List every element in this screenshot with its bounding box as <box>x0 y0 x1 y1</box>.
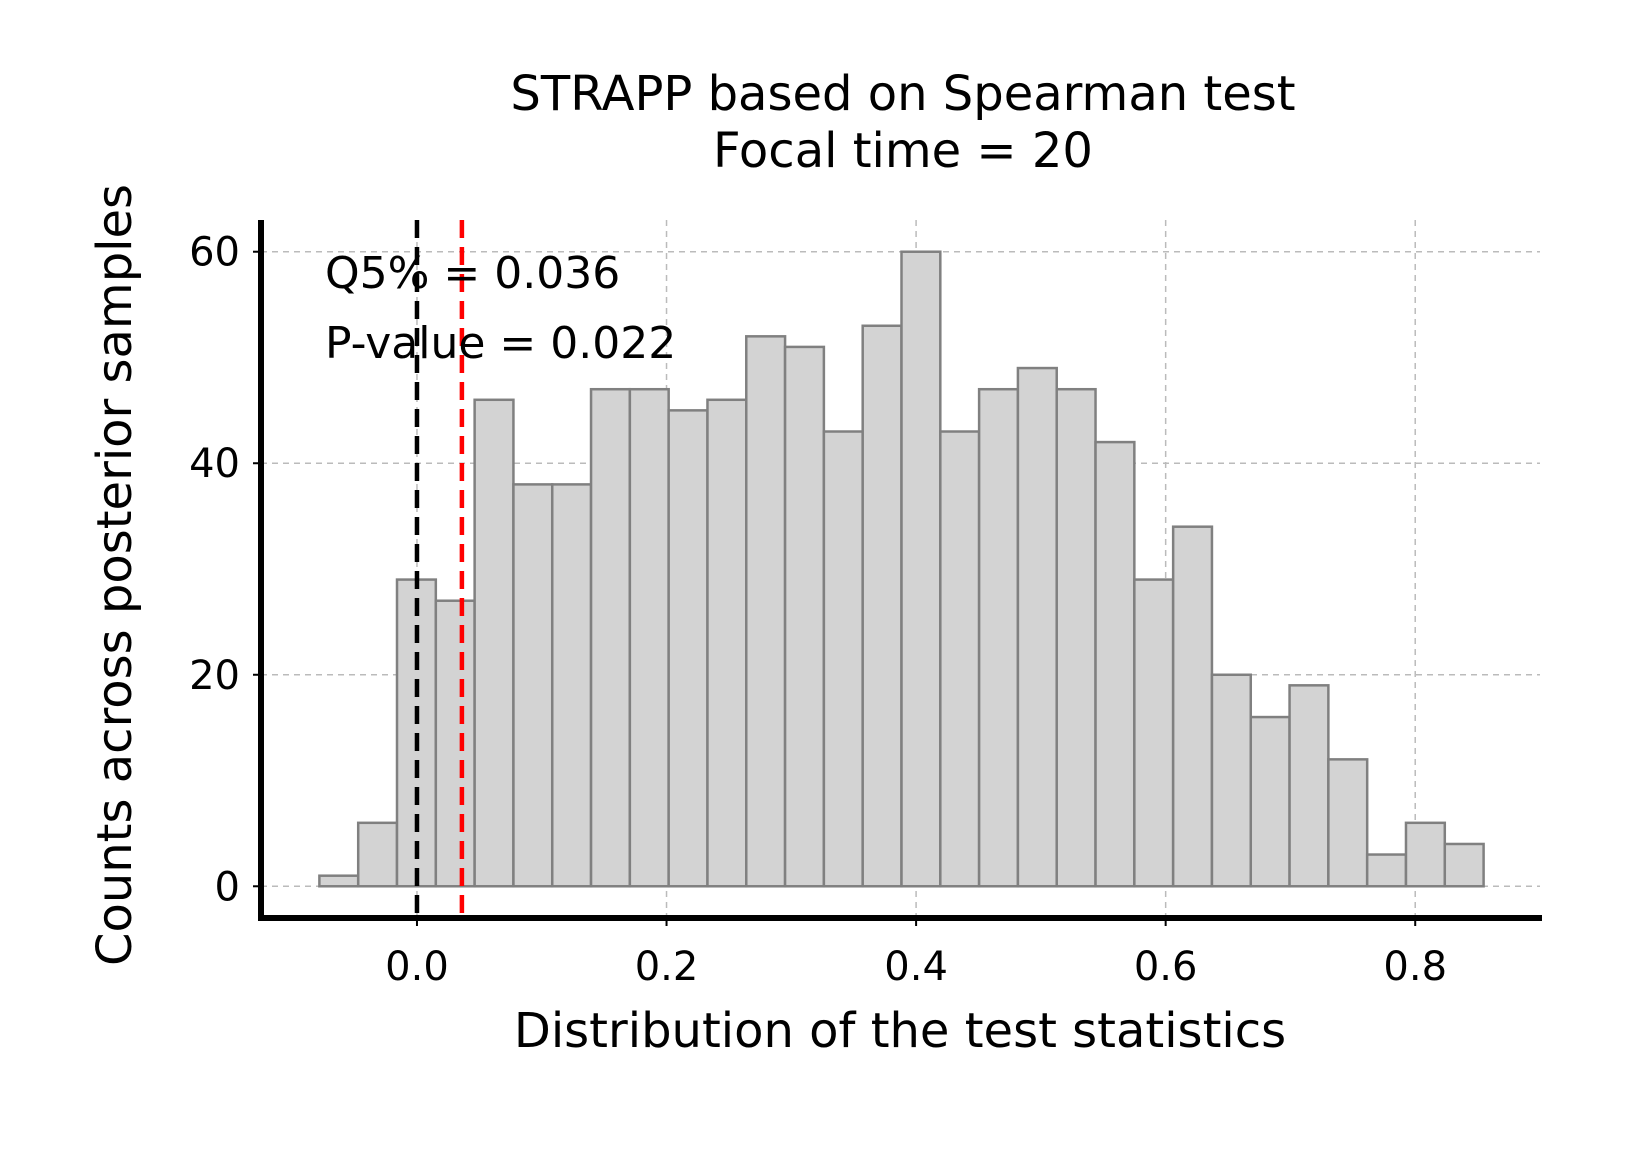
histogram-bar <box>434 599 476 888</box>
histogram-bar <box>318 874 360 888</box>
histogram-bar <box>706 398 748 888</box>
pvalue-annotation: P-value = 0.022 <box>325 318 676 369</box>
x-axis-label: Distribution of the test statistics <box>514 1003 1286 1059</box>
histogram-bar <box>667 409 709 888</box>
histogram-bars <box>318 250 1485 888</box>
y-tick-label: 20 <box>189 653 240 699</box>
histogram-bar <box>1443 842 1485 888</box>
histogram-bar <box>1404 821 1447 888</box>
histogram-bar <box>745 335 787 888</box>
x-tick-label: 0.4 <box>884 944 948 990</box>
x-tick-label: 0.0 <box>385 944 449 990</box>
histogram-bar <box>939 430 981 888</box>
histogram-bar <box>589 387 632 888</box>
histogram-bar <box>1327 758 1369 888</box>
histogram-bar <box>356 821 399 888</box>
histogram-bar <box>628 387 670 888</box>
histogram-bar <box>822 430 864 888</box>
x-tick-label: 0.6 <box>1134 944 1198 990</box>
histogram-bar <box>1288 684 1330 888</box>
histogram-bar <box>977 387 1020 888</box>
y-tick-label: 60 <box>189 230 240 276</box>
histogram-bar <box>1171 525 1214 888</box>
histogram-bar <box>1249 715 1291 888</box>
histogram-bar <box>550 483 593 888</box>
reference-lines <box>414 220 465 918</box>
histogram-bar <box>1094 440 1136 888</box>
x-tick-label: 0.2 <box>635 944 699 990</box>
histogram-bar <box>900 250 942 888</box>
q5-annotation: Q5% = 0.036 <box>325 248 620 299</box>
chart-title-line-2: Focal time = 20 <box>713 123 1093 179</box>
y-tick-label: 0 <box>215 864 240 910</box>
histogram-bar <box>512 483 554 888</box>
histogram-bar <box>1133 578 1175 888</box>
x-tick-label: 0.8 <box>1383 944 1447 990</box>
histogram-bar <box>861 324 903 888</box>
chart-title-line-1: STRAPP based on Spearman test <box>510 66 1295 122</box>
histogram-bar <box>1210 673 1253 888</box>
histogram-bar <box>783 345 826 888</box>
histogram-bar <box>473 398 515 888</box>
y-axis-label: Counts across posterior samples <box>87 184 143 966</box>
histogram-bar <box>1016 366 1058 888</box>
x-axis-ticks: 0.0 0.2 0.4 0.6 0.8 <box>385 918 1447 990</box>
histogram-bar <box>1055 387 1097 888</box>
histogram-bar <box>1365 853 1408 888</box>
y-tick-label: 40 <box>189 441 240 487</box>
y-axis-ticks: 0 20 40 60 <box>189 230 261 910</box>
